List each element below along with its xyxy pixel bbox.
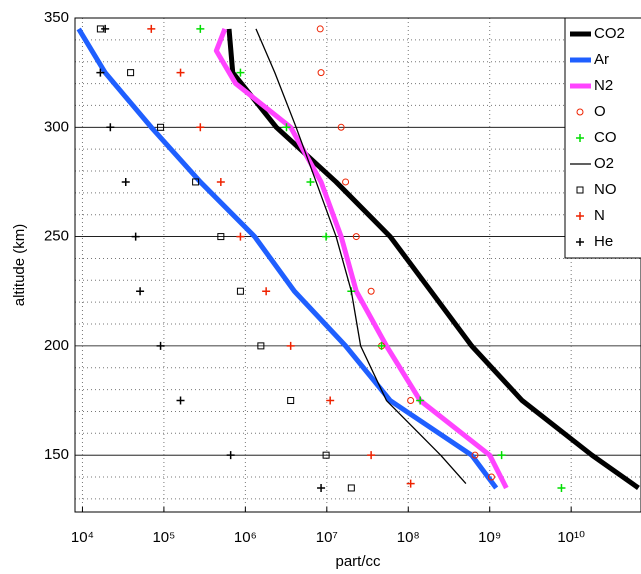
series-line <box>255 28 467 485</box>
plus-marker <box>96 68 105 77</box>
y-tick-label: 150 <box>44 446 69 463</box>
plus-marker <box>322 232 331 241</box>
x-tick-label: 10⁵ <box>152 529 175 546</box>
plus-marker <box>377 341 386 350</box>
plus-marker <box>557 483 566 492</box>
y-tick-label: 350 <box>44 9 69 26</box>
plus-marker <box>317 483 326 492</box>
plot-frame <box>74 17 641 513</box>
plus-marker <box>131 232 140 241</box>
circle-marker <box>342 178 350 186</box>
legend-label: CO2 <box>594 25 625 42</box>
plus-marker <box>176 68 185 77</box>
x-tick-label: 10⁸ <box>397 529 420 546</box>
y-tick-label: 300 <box>44 118 69 135</box>
plus-marker <box>262 287 271 296</box>
plus-marker <box>136 287 145 296</box>
plot-area <box>75 18 641 512</box>
legend-label: O <box>594 103 606 120</box>
plus-marker <box>147 24 156 33</box>
plus-marker <box>156 341 165 350</box>
x-tick-label: 10¹⁰ <box>557 529 585 546</box>
square-marker <box>157 123 165 131</box>
circle-marker <box>316 25 324 33</box>
x-tick-label: 10⁴ <box>71 529 94 546</box>
legend-label: O2 <box>594 155 614 172</box>
plus-marker <box>306 177 315 186</box>
legend-label: N <box>594 207 605 224</box>
square-marker <box>127 69 135 77</box>
series-line <box>76 27 499 490</box>
legend: CO2 Ar N2 O CO O2 NO N He <box>564 17 641 259</box>
plus-marker <box>216 177 225 186</box>
plus-marker <box>416 396 425 405</box>
circle-marker <box>352 233 360 241</box>
plus-marker <box>226 451 235 460</box>
square-marker <box>257 342 265 350</box>
y-axis-label: altitude (km) <box>11 224 28 307</box>
series-line <box>213 28 509 490</box>
plus-marker <box>576 134 584 142</box>
circle-marker <box>317 69 325 77</box>
plus-marker <box>576 212 584 220</box>
legend-label: CO <box>594 129 617 146</box>
legend-label: NO <box>594 181 617 198</box>
circle-marker <box>471 451 479 459</box>
plus-marker <box>497 451 506 460</box>
plus-marker <box>176 396 185 405</box>
plus-marker <box>236 232 245 241</box>
circle-marker <box>337 123 345 131</box>
square-marker <box>347 484 355 492</box>
legend-label: He <box>594 233 613 250</box>
legend-label: N2 <box>594 77 613 94</box>
x-axis-label: part/cc <box>335 553 381 570</box>
circle-marker <box>367 287 375 295</box>
legend-label: Ar <box>594 51 609 68</box>
y-tick-label: 250 <box>44 228 69 245</box>
plus-marker <box>367 451 376 460</box>
plus-marker <box>236 68 245 77</box>
circle-marker <box>407 397 415 405</box>
x-tick-label: 10⁹ <box>478 529 501 546</box>
plus-marker <box>121 177 130 186</box>
y-tick-label: 200 <box>44 337 69 354</box>
square-marker <box>192 178 200 186</box>
square-marker <box>236 287 244 295</box>
plus-marker <box>106 123 115 132</box>
square-marker <box>322 451 330 459</box>
plus-marker <box>286 341 295 350</box>
plus-marker <box>282 123 291 132</box>
plus-marker <box>101 24 110 33</box>
circle-marker <box>576 108 584 116</box>
plus-marker <box>196 24 205 33</box>
plus-marker <box>326 396 335 405</box>
square-marker <box>217 233 225 241</box>
square-marker <box>576 186 584 194</box>
plus-marker <box>196 123 205 132</box>
plus-marker <box>576 238 584 246</box>
square-marker <box>287 397 295 405</box>
plus-marker <box>406 479 415 488</box>
x-tick-label: 10⁷ <box>316 529 338 546</box>
circle-marker <box>487 473 495 481</box>
x-tick-label: 10⁶ <box>234 529 257 546</box>
